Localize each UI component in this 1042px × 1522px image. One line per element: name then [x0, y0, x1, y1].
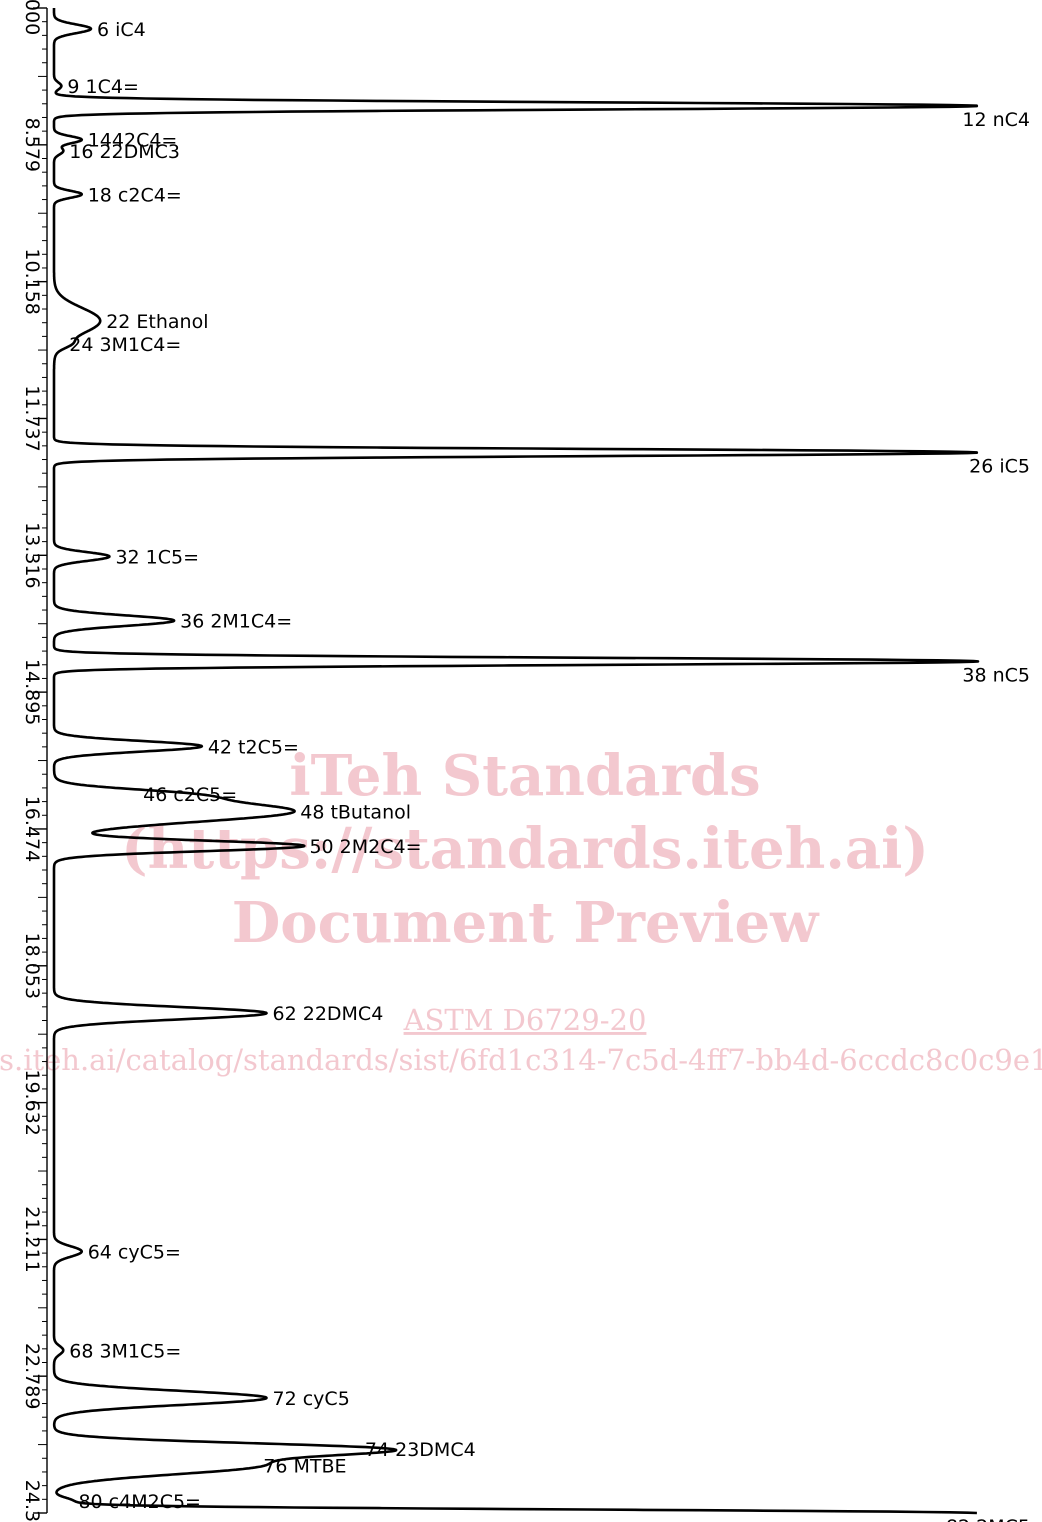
peak-label: 24 3M1C4= [69, 334, 181, 356]
tick-label: 22.789 [21, 1343, 43, 1409]
peak-label: 62 22DMC4 [273, 1003, 384, 1025]
watermark-catalog-link[interactable]: https://standards.iteh.ai/catalog/standa… [0, 1043, 1042, 1077]
peak-label: 9 1C4= [67, 76, 139, 98]
tick-label: 10.158 [21, 248, 43, 314]
peak-label: 32 1C5= [115, 547, 199, 569]
tick-label: 7.000 [21, 0, 43, 35]
tick-label: 13.316 [21, 522, 43, 588]
peak-label: 72 cyC5 [273, 1388, 350, 1410]
tick-label: 16.474 [21, 796, 43, 862]
tick-label: 11.737 [21, 385, 43, 451]
peak-label: 16 22DMC3 [69, 141, 180, 163]
tick-label: 14.895 [21, 659, 43, 725]
tick-label: 21.211 [21, 1206, 43, 1272]
peak-label: 36 2M1C4= [180, 611, 292, 633]
peak-label: 42 t2C5= [208, 736, 299, 758]
tick-label: 24.368 [21, 1480, 43, 1522]
peak-label: 68 3M1C5= [69, 1340, 181, 1362]
peak-label: 82 2MC5 [946, 1516, 1030, 1522]
peak-label: 50 2M2C4= [309, 836, 421, 858]
peak-label: 48 tButanol [300, 801, 411, 823]
time-axis: 7.000 8.579 10.158 11.737 13.316 14.895 16.474… [21, 0, 48, 1522]
tick-label: 19.632 [21, 1069, 43, 1135]
watermark: iTeh Standards (https://standards.iteh.a… [0, 743, 1042, 1077]
peak-label: 80 c4M2C5= [78, 1491, 201, 1513]
watermark-subtitle: Document Preview [232, 890, 820, 956]
peak-labels: 6 iC4 9 1C4= 12 nC4 1442C4=16 22DMC3 18 c2C4… [67, 19, 1030, 1522]
watermark-title: iTeh Standards [289, 743, 760, 809]
peak-label: 76 MTBE [263, 1456, 346, 1478]
chromatogram-trace [52, 7, 980, 1515]
peak-label: 22 Ethanol [106, 311, 208, 333]
peak-label: 64 cyC5= [88, 1241, 181, 1263]
peak-label: 38 nC5 [962, 664, 1030, 686]
peak-label: 26 iC5 [969, 456, 1030, 478]
peak-label: 1442C4= [88, 130, 178, 152]
peak-label: 46 c2C5= [143, 784, 237, 806]
peak-label: 12 nC4 [962, 109, 1030, 131]
peak-label: 74 23DMC4 [365, 1439, 476, 1461]
tick-label: 8.579 [21, 118, 43, 172]
tick-label: 18.053 [21, 933, 43, 999]
watermark-doc-id[interactable]: ASTM D6729-20 [403, 1003, 647, 1037]
peak-label: 18 c2C4= [88, 184, 182, 206]
peak-label: 6 iC4 [97, 19, 146, 41]
